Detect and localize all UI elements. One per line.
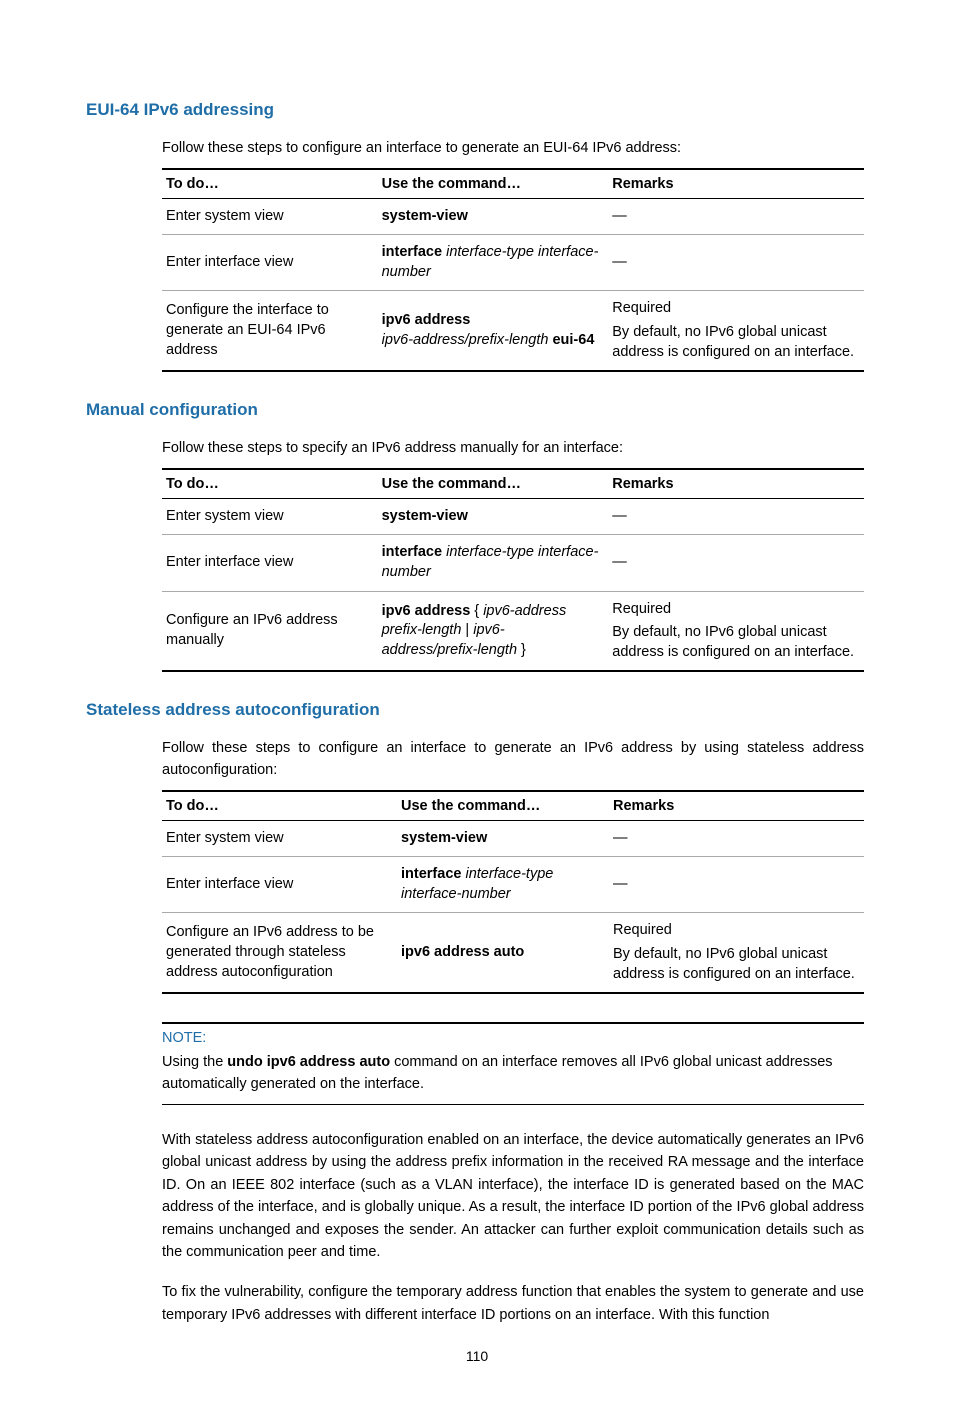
cell-remarks: — [609,820,864,857]
table-eui64: To do… Use the command… Remarks Enter sy… [162,168,864,372]
intro-manual: Follow these steps to specify an IPv6 ad… [162,438,864,460]
cell-todo: Configure the interface to generate an E… [162,291,378,371]
note-label: NOTE: [162,1024,864,1050]
col-todo: To do… [162,791,397,821]
table-stateless: To do… Use the command… Remarks Enter sy… [162,790,864,994]
cell-remarks: — [608,498,864,535]
cell-todo: Configure an IPv6 address to be generate… [162,913,397,993]
intro-eui64: Follow these steps to configure an inter… [162,138,864,160]
cell-cmd: system-view [397,820,609,857]
col-remarks: Remarks [608,169,864,199]
heading-eui64: EUI-64 IPv6 addressing [86,100,864,120]
page: EUI-64 IPv6 addressing Follow these step… [0,0,954,1404]
cell-todo: Enter system view [162,198,378,235]
cell-remarks: Required By default, no IPv6 global unic… [609,913,864,993]
cell-cmd: system-view [378,498,609,535]
cell-todo: Enter system view [162,498,378,535]
cell-cmd: interface interface-type interface-numbe… [378,535,609,591]
col-cmd: Use the command… [397,791,609,821]
table-row: Enter interface view interface interface… [162,857,864,913]
cell-todo: Enter interface view [162,535,378,591]
note-box: NOTE: Using the undo ipv6 address auto c… [162,1022,864,1105]
cell-todo: Enter system view [162,820,397,857]
table-row: Enter interface view interface interface… [162,235,864,291]
table-header-row: To do… Use the command… Remarks [162,791,864,821]
table-row: Configure the interface to generate an E… [162,291,864,371]
cell-todo: Configure an IPv6 address manually [162,591,378,671]
cell-todo: Enter interface view [162,235,378,291]
intro-stateless: Follow these steps to configure an inter… [162,738,864,782]
table-row: Enter system view system-view — [162,498,864,535]
paragraph-2: To fix the vulnerability, configure the … [162,1281,864,1326]
heading-stateless: Stateless address autoconfiguration [86,700,864,720]
cell-remarks: Required By default, no IPv6 global unic… [608,591,864,671]
table-row: Enter interface view interface interface… [162,535,864,591]
cell-cmd: ipv6 address { ipv6-address prefix-lengt… [378,591,609,671]
table-manual: To do… Use the command… Remarks Enter sy… [162,468,864,672]
col-cmd: Use the command… [378,169,609,199]
cell-remarks: — [608,235,864,291]
paragraph-1: With stateless address autoconfiguration… [162,1129,864,1264]
cell-cmd: system-view [378,198,609,235]
table-row: Configure an IPv6 address to be generate… [162,913,864,993]
cell-todo: Enter interface view [162,857,397,913]
heading-manual: Manual configuration [86,400,864,420]
col-remarks: Remarks [609,791,864,821]
cell-cmd: interface interface-type interface-numbe… [378,235,609,291]
cell-cmd: ipv6 address ipv6-address/prefix-length … [378,291,609,371]
note-body: Using the undo ipv6 address auto command… [162,1050,864,1104]
page-number: 110 [0,1348,954,1364]
cell-remarks: — [608,535,864,591]
col-cmd: Use the command… [378,469,609,499]
col-remarks: Remarks [608,469,864,499]
cell-remarks: — [608,198,864,235]
col-todo: To do… [162,469,378,499]
table-row: Configure an IPv6 address manually ipv6 … [162,591,864,671]
table-header-row: To do… Use the command… Remarks [162,469,864,499]
col-todo: To do… [162,169,378,199]
table-row: Enter system view system-view — [162,820,864,857]
cell-remarks: Required By default, no IPv6 global unic… [608,291,864,371]
cell-remarks: — [609,857,864,913]
cell-cmd: interface interface-type interface-numbe… [397,857,609,913]
cell-cmd: ipv6 address auto [397,913,609,993]
table-row: Enter system view system-view — [162,198,864,235]
table-header-row: To do… Use the command… Remarks [162,169,864,199]
